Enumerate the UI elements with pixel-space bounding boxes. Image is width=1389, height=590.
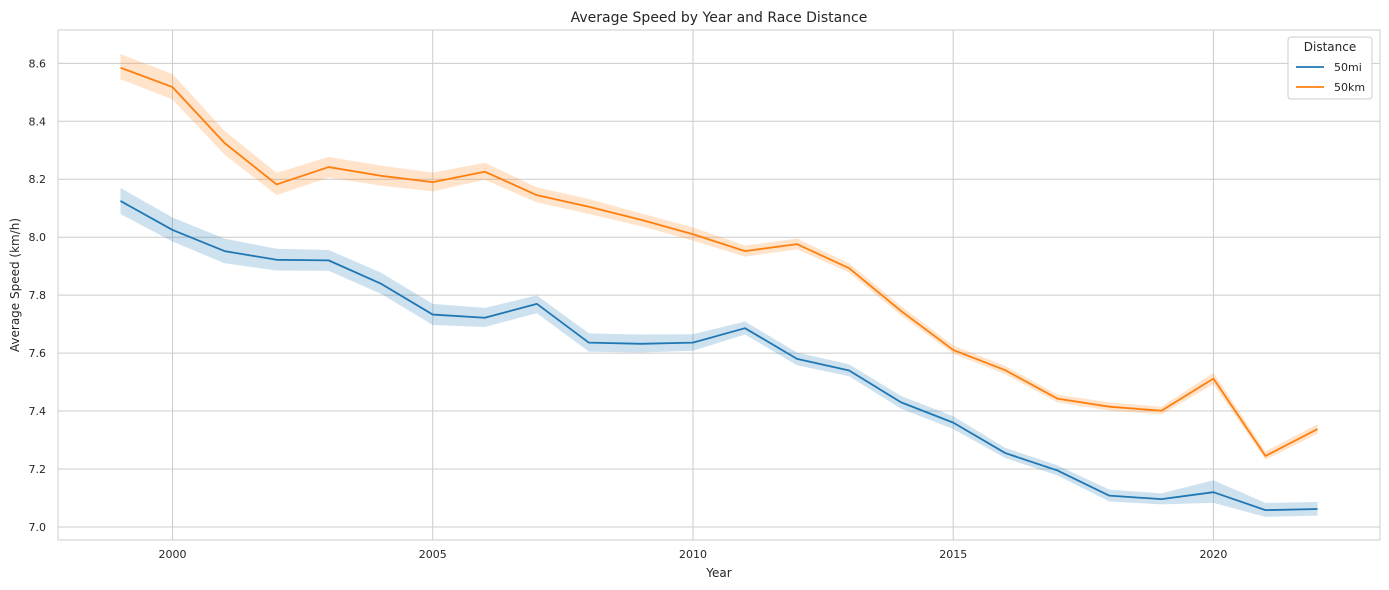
- chart-title: Average Speed by Year and Race Distance: [571, 10, 868, 26]
- legend: Distance 50mi 50km: [1287, 36, 1373, 100]
- x-tick-label: 2020: [1199, 548, 1227, 561]
- y-tick-label: 8.0: [29, 231, 47, 244]
- series-line-50mi: [120, 200, 1318, 512]
- x-tick-label: 2015: [939, 548, 967, 561]
- x-tick-label: 2005: [419, 548, 447, 561]
- x-tick-labels: 2000 2005 2010 2015 2020: [159, 548, 1228, 561]
- y-tick-label: 8.2: [29, 173, 47, 186]
- y-gridlines: [58, 62, 1380, 528]
- legend-title: Distance: [1304, 40, 1356, 54]
- y-tick-label: 7.2: [29, 463, 47, 476]
- x-tick-label: 2000: [159, 548, 187, 561]
- legend-items: 50mi 50km: [1296, 61, 1365, 94]
- y-tick-labels: 7.0 7.2 7.4 7.6 7.8 8.0 8.2 8.4 8.6: [29, 57, 47, 534]
- x-axis-label: Year: [705, 566, 731, 580]
- y-axis-label: Average Speed (km/h): [8, 218, 22, 352]
- y-tick-label: 7.0: [29, 521, 47, 534]
- y-tick-label: 8.4: [29, 115, 47, 128]
- x-gridlines: [172, 30, 1214, 540]
- legend-label-50mi: 50mi: [1334, 61, 1362, 74]
- y-tick-label: 7.8: [29, 289, 47, 302]
- legend-box: [1287, 36, 1373, 100]
- series-lines: [120, 66, 1318, 512]
- x-tick-label: 2010: [679, 548, 707, 561]
- y-tick-label: 7.4: [29, 405, 47, 418]
- series-line-50km: [120, 66, 1318, 457]
- y-tick-label: 8.6: [29, 57, 47, 70]
- plot-background: [58, 30, 1380, 540]
- y-tick-label: 7.6: [29, 347, 47, 360]
- legend-label-50km: 50km: [1334, 81, 1365, 94]
- plot-frame: [57, 29, 1381, 541]
